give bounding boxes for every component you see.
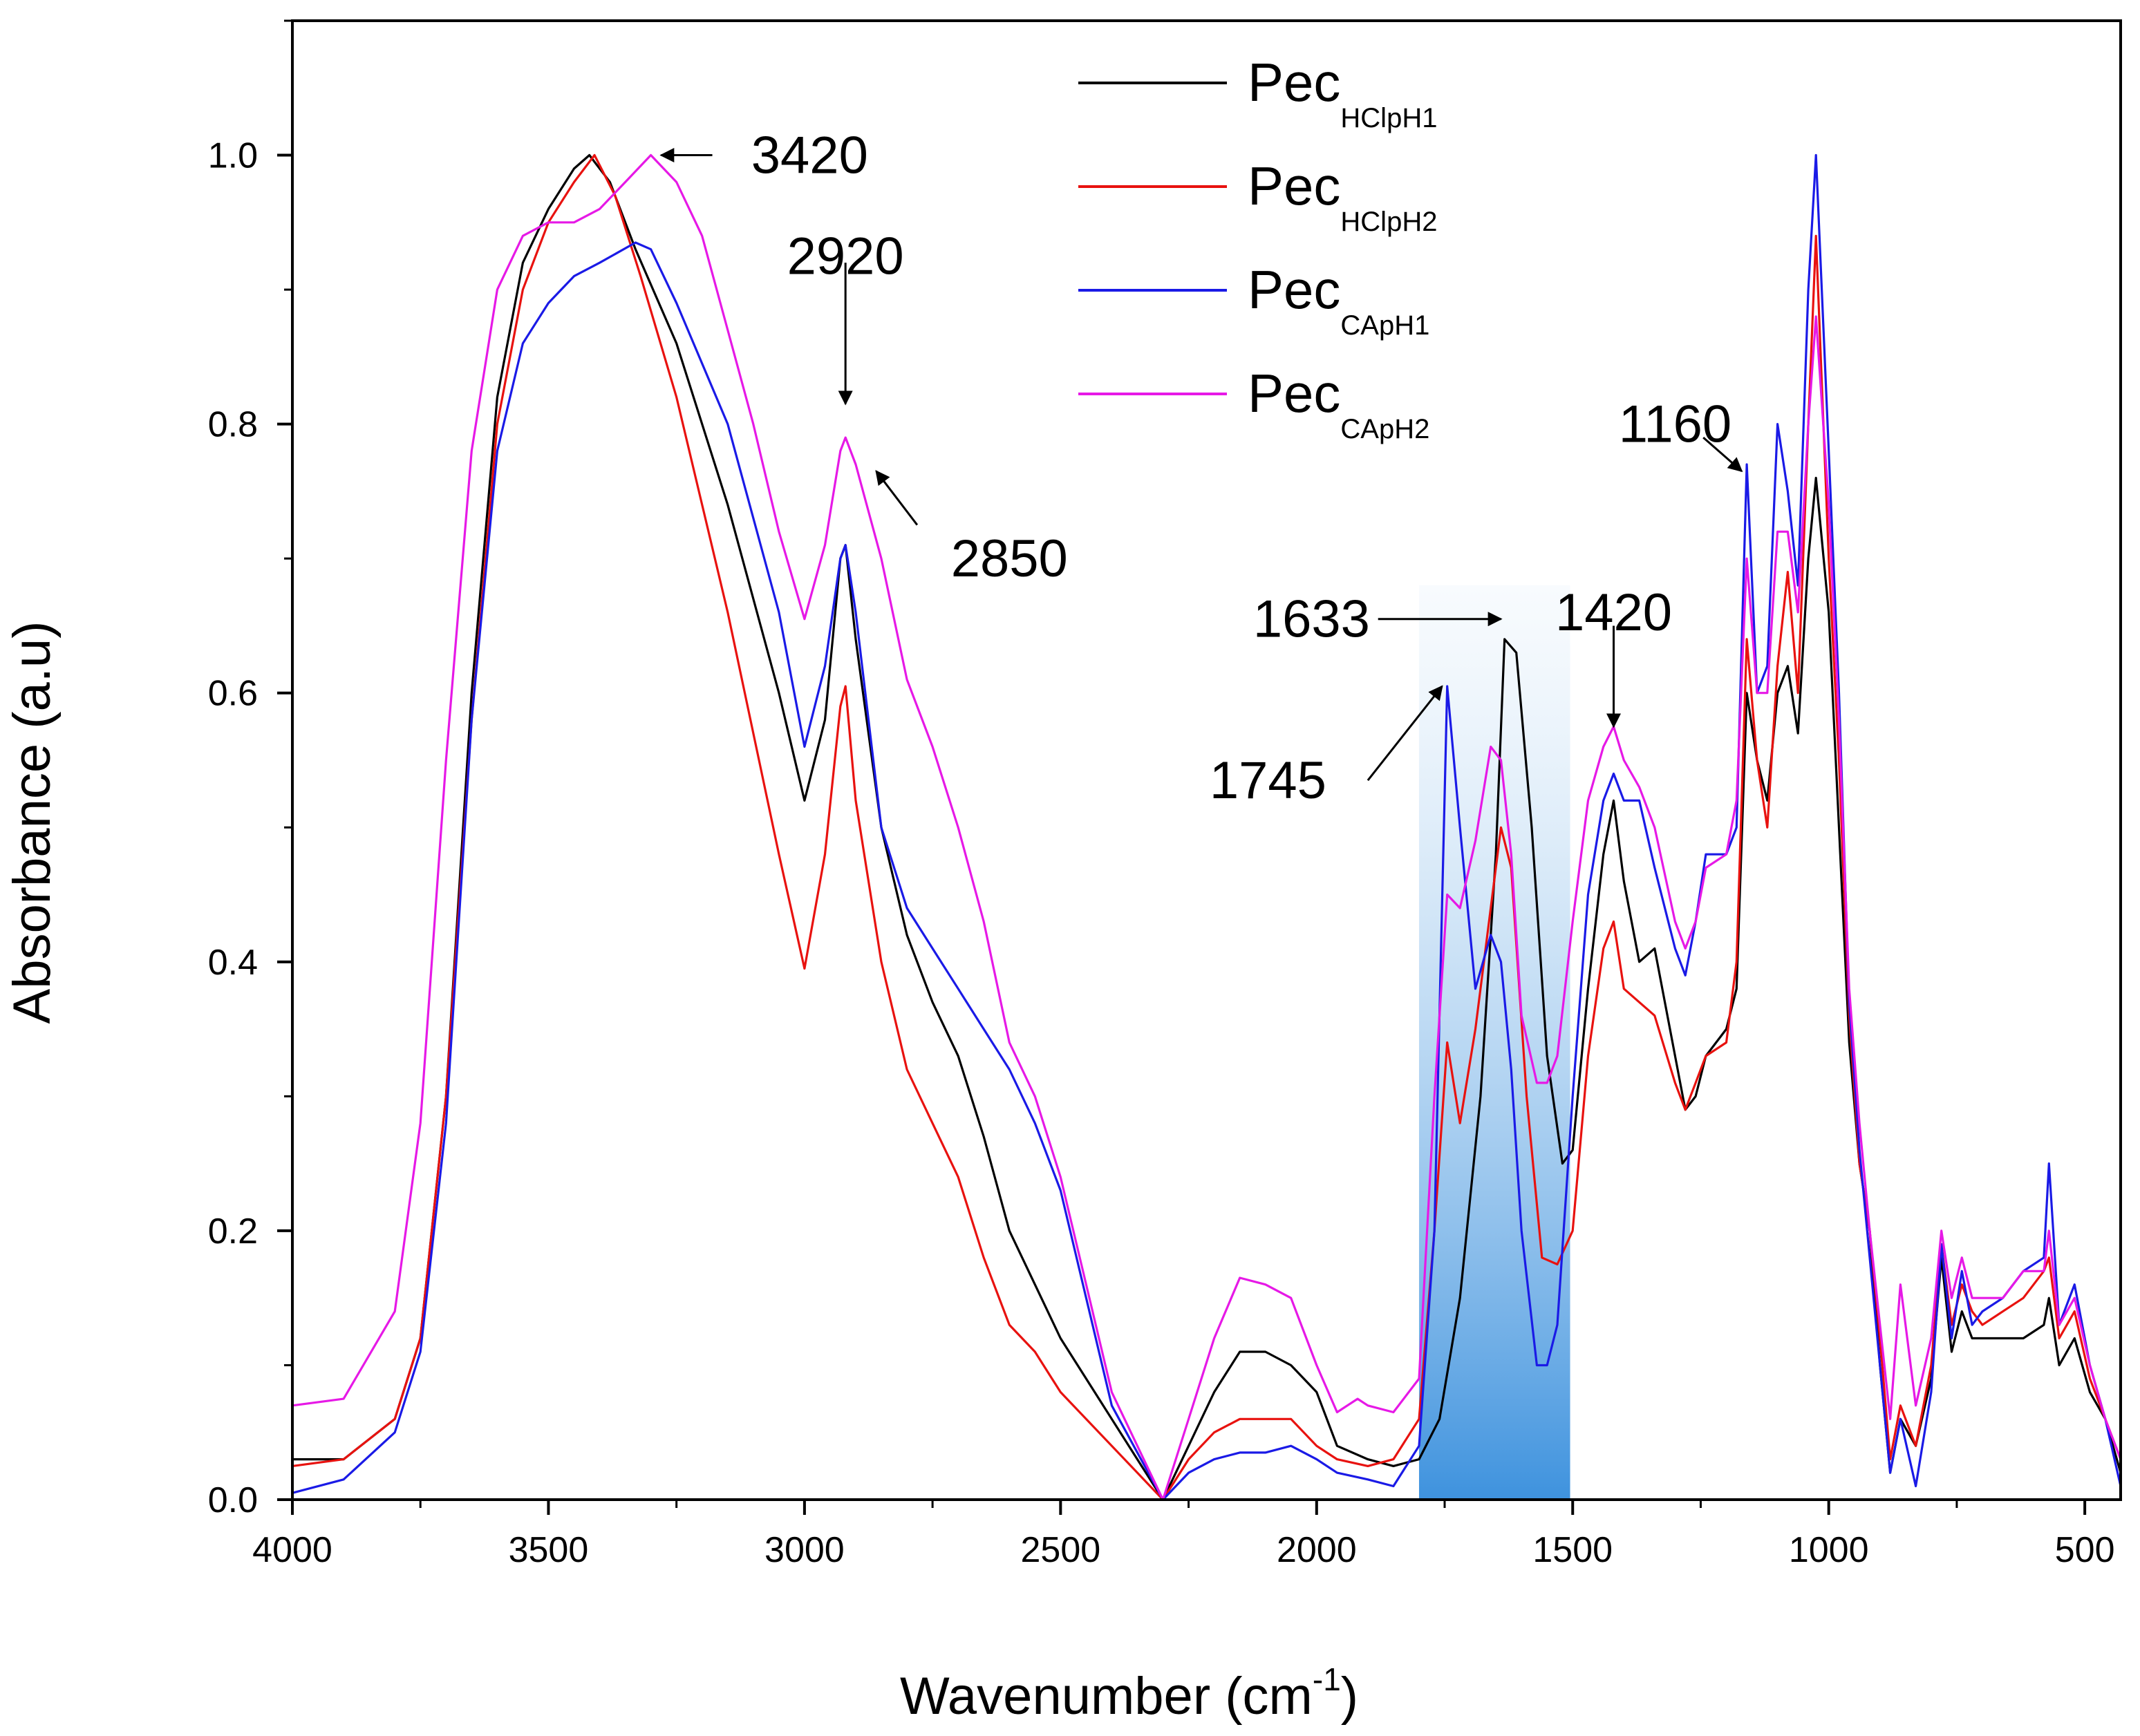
y-tick-label: 0.6 [208, 674, 258, 714]
legend-label-main: Pec [1248, 363, 1340, 424]
annotation-group: 3420 2920 2850 1633 1745 1420 1160 [659, 126, 1743, 810]
series-line-caph2 [292, 153, 2122, 1501]
x-tick-label: 4000 [252, 1530, 332, 1570]
legend-label-main: Pec [1248, 155, 1340, 216]
x-axis-title: Wavenumber (cm-1) [900, 1661, 1358, 1726]
legend-label: PecHClpH1 [1248, 52, 1437, 133]
x-tick-label: 500 [2055, 1530, 2115, 1570]
x-tick-label: 3500 [509, 1530, 589, 1570]
legend-label: PecCApH1 [1248, 259, 1429, 341]
series-group [292, 153, 2122, 1501]
annotation-arrow [875, 470, 919, 526]
highlight-band [1418, 585, 1570, 1500]
y-tick-label: 0.0 [208, 1480, 258, 1520]
legend-label-subscript: CApH2 [1340, 414, 1429, 444]
y-tick-label: 0.4 [208, 943, 258, 983]
y-tick-label: 0.8 [208, 405, 258, 445]
annotation-arrow [1702, 436, 1743, 473]
annotation-label: 2850 [951, 529, 1068, 588]
annotation-label: 1633 [1253, 590, 1370, 649]
x-tick-label: 1000 [1789, 1530, 1869, 1570]
y-tick-label: 1.0 [208, 136, 258, 176]
x-tick-label: 2000 [1277, 1530, 1357, 1570]
x-axis-title-superscript: -1 [1313, 1661, 1341, 1697]
x-tick-label: 2500 [1021, 1530, 1101, 1570]
x-axis: 4000 3500 3000 2500 2000 1500 1000 500 [252, 1500, 2115, 1570]
series-line-caph1 [292, 153, 2122, 1501]
legend-label: PecCApH2 [1248, 363, 1429, 444]
annotation-label: 1160 [1619, 395, 1731, 454]
legend-label-subscript: HClpH1 [1340, 103, 1437, 133]
legend-label-main: Pec [1248, 259, 1340, 320]
x-tick-label: 3000 [764, 1530, 845, 1570]
legend-label: PecHClpH2 [1248, 155, 1437, 237]
annotation-label: 3420 [751, 126, 868, 185]
annotation-arrow [1367, 685, 1443, 782]
x-axis-title-main: Wavenumber (cm [900, 1667, 1313, 1726]
annotation-label: 1420 [1555, 583, 1672, 642]
y-axis-title: Absorbance (a.u) [3, 621, 62, 1024]
x-axis-title-close: ) [1341, 1667, 1358, 1726]
legend-label-subscript: CApH1 [1340, 310, 1429, 341]
plot-frame [291, 19, 2122, 1501]
legend-label-main: Pec [1248, 52, 1340, 113]
annotation-label: 2920 [787, 227, 904, 285]
x-tick-label: 1500 [1532, 1530, 1613, 1570]
legend-label-subscript: HClpH2 [1340, 207, 1437, 237]
y-tick-label: 0.2 [208, 1211, 258, 1252]
series-line-hclph1 [292, 153, 2122, 1501]
y-axis: 0.0 0.2 0.4 0.6 0.8 1.0 [208, 19, 292, 1520]
annotation-label: 1745 [1210, 751, 1326, 810]
series-line-hclph2 [292, 153, 2122, 1501]
